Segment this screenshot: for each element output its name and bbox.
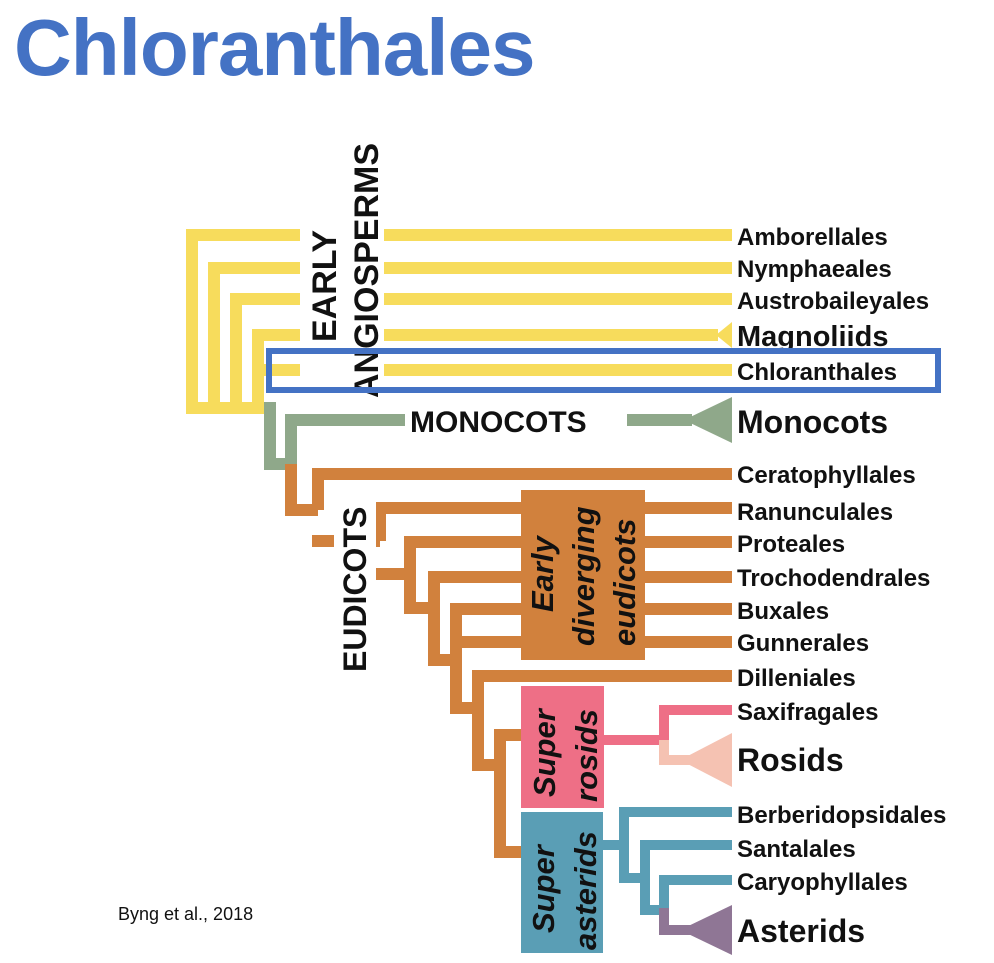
- early-diverging-line1: Early: [525, 534, 560, 612]
- branch-magnoliids: [252, 329, 718, 408]
- taxon-monocots: Monocots: [737, 404, 888, 440]
- taxon-rosids: Rosids: [737, 742, 844, 778]
- taxon-proteales: Proteales: [737, 531, 845, 558]
- branch-austrobaileyales: [230, 293, 732, 408]
- branch-monocots: [264, 414, 408, 470]
- slide-title: Chloranthales: [14, 3, 535, 92]
- early-angiosperm-branches: [186, 229, 732, 414]
- early-label-line2: ANGIOSPERMS: [348, 143, 386, 398]
- taxon-asterids: Asterids: [737, 913, 865, 949]
- monocots-label-bg: [405, 404, 627, 438]
- superasterids-line1: Super: [526, 843, 561, 933]
- asterids-clade-wedge: [680, 905, 732, 955]
- branch-amborellales: [186, 229, 732, 408]
- branch-ceratophyllales: [312, 468, 732, 510]
- branch-buxales: [450, 603, 524, 660]
- taxon-chloranthales: Chloranthales: [737, 359, 897, 386]
- branch-caryophyllales: [640, 875, 732, 915]
- superasterids-box: [521, 812, 603, 953]
- chloranthales-highlight-box: [266, 348, 941, 393]
- superasterids-label: Super asterids: [526, 831, 603, 950]
- taxon-amborellales: Amborellales: [737, 224, 888, 251]
- eudicot-branches: [285, 464, 732, 858]
- branch-saxifragales: [659, 705, 732, 745]
- taxon-gunnerales: Gunnerales: [737, 630, 869, 657]
- early-diverging-line3: eudicots: [607, 519, 642, 646]
- early-label-line1: EARLY: [306, 230, 344, 342]
- taxon-austrobaileyales: Austrobaileyales: [737, 288, 929, 315]
- rosids-clade-wedge: [680, 733, 732, 787]
- citation: Byng et al., 2018: [118, 904, 254, 924]
- eudicots-label: EUDICOTS: [337, 507, 373, 672]
- taxon-magnoliids: Magnoliids: [737, 321, 888, 353]
- branch-trochodendrales: [428, 571, 524, 608]
- early-angiosperms-label: EARLY ANGIOSPERMS: [300, 140, 386, 398]
- branch-dilleniales: [472, 670, 732, 708]
- taxon-saxifragales: Saxifragales: [737, 699, 878, 726]
- taxon-caryophyllales: Caryophyllales: [737, 869, 908, 896]
- taxon-trochodendrales: Trochodendrales: [737, 565, 930, 592]
- magnoliids-clade-wedge: [716, 322, 732, 348]
- monocots-clade-wedge: [684, 397, 732, 443]
- branch-ranunculales: [374, 502, 524, 541]
- taxon-santalales: Santalales: [737, 836, 856, 863]
- taxon-nymphaeales: Nymphaeales: [737, 256, 892, 283]
- superasterid-branches: [603, 807, 732, 915]
- taxon-buxales: Buxales: [737, 598, 829, 625]
- branch-berberidopsidales: [603, 807, 732, 850]
- taxon-berberidopsidales: Berberidopsidales: [737, 802, 946, 829]
- early-diverging-line2: diverging: [566, 506, 601, 646]
- taxon-ranunculales: Ranunculales: [737, 499, 893, 526]
- early-diverging-eudicots-box: [521, 490, 645, 660]
- superrosids-line1: Super: [527, 707, 562, 797]
- taxon-labels: Amborellales Nymphaeales Austrobaileyale…: [737, 224, 946, 949]
- taxon-ceratophyllales: Ceratophyllales: [737, 462, 916, 489]
- superasterids-line2: asterids: [568, 831, 603, 950]
- superrosids-box: [521, 686, 604, 808]
- branch-santalales: [619, 840, 732, 883]
- branch-superrosids-stem: [494, 729, 524, 765]
- branch-stem-dilleniales: [404, 574, 478, 714]
- branch-superasterids-stem: [494, 765, 524, 858]
- monocots-label: MONOCOTS: [410, 406, 587, 439]
- branch-stem-eudicots: [285, 464, 318, 516]
- superrosids-label: Super rosids: [527, 707, 604, 802]
- superrosid-branches: [604, 705, 732, 745]
- early-diverging-eudicots-label: Early diverging eudicots: [525, 506, 642, 646]
- taxon-dilleniales: Dilleniales: [737, 665, 856, 692]
- superrosids-line2: rosids: [569, 709, 604, 802]
- branch-proteales: [404, 536, 524, 574]
- eudicots-label-bg: [334, 490, 376, 676]
- branch-nymphaeales: [208, 262, 732, 408]
- monocot-branches: [264, 402, 692, 470]
